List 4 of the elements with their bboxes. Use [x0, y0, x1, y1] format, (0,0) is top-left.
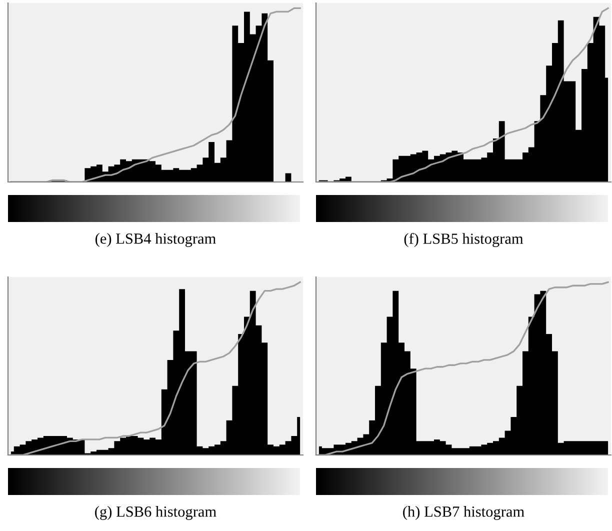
text: (g) LSB6 histogram — [95, 506, 216, 520]
text: (h) LSB7 histogram — [403, 506, 524, 520]
text: (e) LSB4 histogram — [95, 233, 216, 247]
text: (f) LSB5 histogram — [404, 232, 524, 248]
